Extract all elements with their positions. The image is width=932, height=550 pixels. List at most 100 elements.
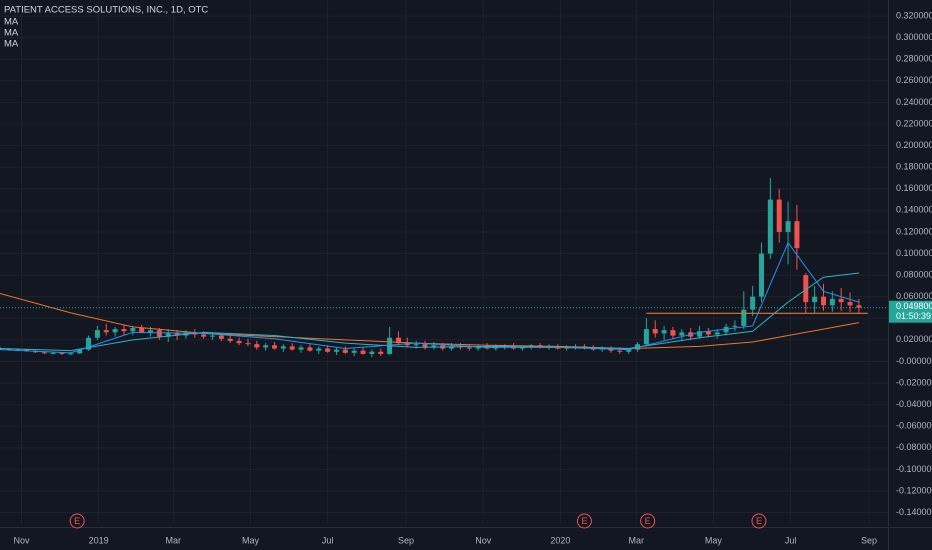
x-tick-label: May xyxy=(242,535,260,545)
candle-body xyxy=(298,347,304,350)
candle-body xyxy=(413,344,419,346)
candle-body xyxy=(86,337,92,350)
candle-body xyxy=(661,330,667,334)
y-tick-label: 0.180000 xyxy=(896,162,932,172)
candle-body xyxy=(307,347,313,351)
earnings-label: E xyxy=(581,516,587,526)
candle-body xyxy=(803,275,809,303)
candle-body xyxy=(422,344,428,348)
legend-entry: MA xyxy=(4,17,19,28)
candle-body xyxy=(714,332,720,335)
candle-body xyxy=(617,350,623,352)
candle-body xyxy=(351,350,357,353)
moving-average xyxy=(0,241,860,354)
y-tick-label: 0.060000 xyxy=(896,291,932,301)
y-tick-label: 0.140000 xyxy=(896,205,932,215)
candle-body xyxy=(210,335,216,337)
candle-body xyxy=(776,199,782,232)
candle-body xyxy=(41,352,47,354)
countdown: 01:50:39 xyxy=(896,311,931,321)
candle-body xyxy=(103,330,109,333)
earnings-label: E xyxy=(756,516,762,526)
candle-body xyxy=(32,351,38,353)
candle-body xyxy=(271,345,277,349)
plot xyxy=(0,177,888,358)
y-tick-label: 0.160000 xyxy=(896,183,932,193)
candle-body xyxy=(369,351,375,354)
x-tick-label: May xyxy=(705,535,723,545)
y-tick-label: 0.260000 xyxy=(896,75,932,85)
candle-body xyxy=(697,331,703,337)
candle-body xyxy=(94,330,100,338)
candle-body xyxy=(679,332,685,336)
x-tick-label: Nov xyxy=(13,535,30,545)
y-tick-label: -0.100000 xyxy=(896,464,932,474)
y-tick-label: 0.020000 xyxy=(896,334,932,344)
y-tick-label: 0.240000 xyxy=(896,97,932,107)
earnings-marker xyxy=(69,513,85,529)
candle-body xyxy=(590,348,596,350)
earnings-marker xyxy=(640,513,656,529)
candle-body xyxy=(829,298,835,306)
candle-body xyxy=(431,345,437,348)
candle-body xyxy=(652,329,658,334)
candle-body xyxy=(121,329,127,332)
candle-body xyxy=(767,199,773,254)
x-tick-label: 2019 xyxy=(89,535,109,545)
x-tick-label: Sep xyxy=(398,535,414,545)
candle-body xyxy=(705,331,711,335)
legend-entry: MA xyxy=(4,28,19,39)
moving-average xyxy=(0,292,859,350)
candle-body xyxy=(156,330,162,337)
x-tick-label: Jul xyxy=(322,535,334,545)
candle-body xyxy=(50,352,56,354)
candle-body xyxy=(316,348,322,351)
candle-body xyxy=(723,326,729,333)
candle-body xyxy=(289,346,295,350)
y-tick-label: -0.020000 xyxy=(896,377,932,387)
x-tick-label: Nov xyxy=(475,535,492,545)
candle-body xyxy=(333,349,339,352)
candle-body xyxy=(174,333,180,336)
candle-body xyxy=(59,352,65,354)
candle-body xyxy=(148,330,154,333)
y-tick-label: 0.280000 xyxy=(896,54,932,64)
candle-body xyxy=(643,329,649,345)
y-tick-label: 0.200000 xyxy=(896,140,932,150)
y-tick-label: -0.060000 xyxy=(896,421,932,431)
y-tick-label: -0.120000 xyxy=(896,485,932,495)
candle-body xyxy=(741,309,747,326)
candle-body xyxy=(77,349,83,354)
candle-body xyxy=(139,327,145,333)
candle-body xyxy=(378,351,384,354)
x-tick-label: Mar xyxy=(166,535,182,545)
last-price-label: 0.049800 xyxy=(896,301,932,311)
candle-body xyxy=(750,296,756,310)
legend-entry: MA xyxy=(4,39,19,50)
candle-body xyxy=(820,296,826,306)
candle-body xyxy=(227,338,233,341)
candle-body xyxy=(847,302,853,306)
candle-body xyxy=(475,346,481,349)
candle-body xyxy=(608,348,614,351)
candle-body xyxy=(245,343,251,345)
candle-body xyxy=(519,347,525,349)
x-tick-label: 2020 xyxy=(550,535,570,545)
grid xyxy=(0,0,888,524)
earnings-marker xyxy=(751,513,767,529)
candle-body xyxy=(449,346,455,349)
candle-body xyxy=(626,349,632,352)
candle-body xyxy=(360,350,366,354)
y-tick-label: -0.080000 xyxy=(896,442,932,452)
earnings-marker xyxy=(576,513,592,529)
candle-body xyxy=(342,349,348,353)
moving-average xyxy=(0,272,859,352)
x-tick-label: Mar xyxy=(629,535,645,545)
y-tick-label: 0.100000 xyxy=(896,248,932,258)
y-tick-label: -0.040000 xyxy=(896,399,932,409)
last-price-box xyxy=(889,300,932,323)
candle-body xyxy=(112,329,118,333)
